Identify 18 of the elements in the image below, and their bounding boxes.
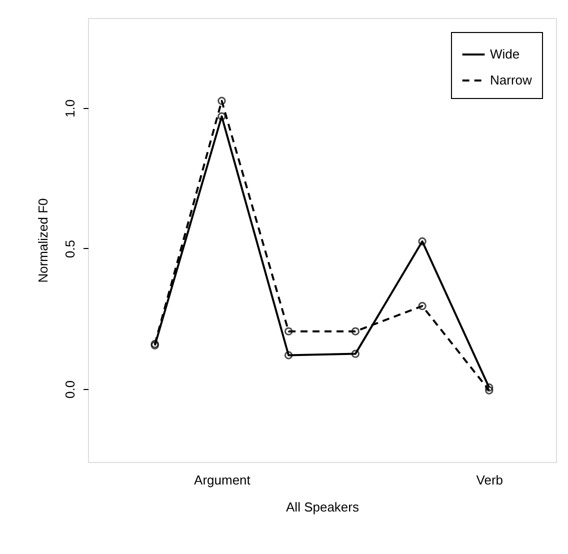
point [284, 327, 293, 336]
y-axis-title: Normalized F0 [36, 198, 50, 283]
point [351, 350, 360, 358]
x-tick-label: Verb [476, 472, 504, 488]
x-axis-title: All Speakers [286, 500, 360, 514]
y-tick-label: 1.0 [62, 99, 78, 118]
point [218, 96, 226, 105]
y-tick-label: 0.0 [62, 380, 78, 398]
point [418, 237, 426, 246]
point [351, 327, 360, 336]
x-tick-label: Argument [194, 472, 251, 488]
point [485, 386, 494, 394]
y-tick-label: 0.5 [62, 240, 78, 258]
point [284, 351, 293, 360]
legend-label: Wide [490, 46, 520, 62]
point [218, 112, 226, 120]
point [418, 302, 426, 310]
legend-label: Narrow [490, 72, 533, 88]
